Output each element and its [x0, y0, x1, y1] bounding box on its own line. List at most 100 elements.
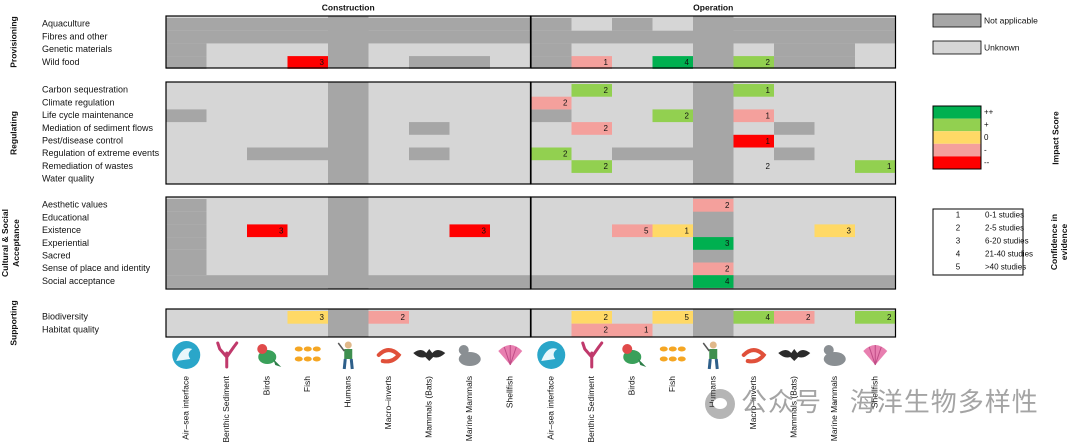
na-cell [652, 147, 693, 161]
na-cell [612, 147, 653, 161]
na-cell [490, 275, 531, 288]
na-cell [166, 18, 207, 31]
na-cell [612, 18, 653, 31]
evidence-label: 2 [604, 124, 609, 133]
evidence-label: 2 [766, 58, 771, 67]
group-frame [530, 81, 897, 185]
na-cell [166, 211, 207, 225]
na-cell [449, 30, 490, 44]
na-cell [733, 30, 774, 44]
wechat-icon [705, 388, 735, 419]
na-cell [206, 30, 247, 44]
shrimp-icon [376, 348, 402, 364]
score-cell [531, 96, 572, 110]
na-cell [368, 18, 409, 31]
score-cell [774, 311, 815, 324]
row-label: Existence [42, 225, 81, 235]
row-label: Educational [42, 212, 89, 222]
evidence-label: 2 [604, 162, 609, 171]
column-label: Air–sea interface [546, 376, 556, 440]
score-cell [693, 237, 734, 250]
wave-icon [537, 341, 566, 369]
na-cell [166, 249, 207, 263]
fish-icon [294, 346, 321, 362]
confidence-level: 5 [956, 263, 961, 272]
evidence-label: 1 [887, 162, 892, 171]
na-cell [166, 199, 207, 212]
score-cell [733, 84, 774, 97]
group-label: Supporting [8, 300, 18, 345]
impact-frame [932, 105, 982, 170]
phase-title-operation: Operation [693, 2, 733, 12]
na-cell [612, 30, 653, 44]
confidence-level: 4 [956, 250, 961, 259]
score-cell [652, 109, 693, 123]
na-cell [855, 275, 896, 288]
evidence-label: 4 [766, 313, 771, 322]
evidence-label: 3 [725, 239, 730, 248]
row-label: Biodiversity [42, 312, 89, 322]
evidence-label: 3 [279, 226, 284, 235]
na-cell [409, 18, 450, 31]
score-cell [571, 311, 612, 324]
score-cell [571, 160, 612, 173]
impact-title: Impact Score [1050, 111, 1060, 165]
na-cell [166, 30, 207, 44]
group-frame [530, 15, 897, 69]
score-cell [693, 275, 734, 288]
na-cell [490, 30, 531, 44]
row-label: Aesthetic values [42, 200, 108, 210]
na-cell [328, 18, 369, 31]
legend-swatch-na [932, 13, 982, 28]
na-cell [855, 30, 896, 44]
evidence-label: 1 [644, 326, 649, 335]
humans-na-block [328, 309, 369, 337]
na-cell [287, 30, 328, 44]
na-cell [571, 30, 612, 44]
na-cell [531, 56, 572, 69]
column-label: Birds [627, 376, 637, 395]
legend-label-na: Not applicable [984, 15, 1038, 25]
row-label: Sense of place and identity [42, 263, 151, 273]
coral-icon [216, 341, 239, 369]
legend-label-unknown: Unknown [984, 42, 1020, 52]
na-cell [774, 56, 815, 69]
score-cell [814, 224, 855, 238]
evidence-label: 4 [685, 58, 690, 67]
column-label: Humans [708, 376, 718, 408]
na-cell [449, 18, 490, 31]
score-cell [693, 199, 734, 212]
group-label: Regulating [8, 111, 18, 155]
evidence-label: 1 [685, 226, 690, 235]
score-cell [368, 311, 409, 324]
confidence-label: 6-20 studies [985, 237, 1029, 246]
human-icon [702, 341, 719, 370]
na-cell [166, 43, 207, 57]
column-label: Mammals (Bats) [789, 376, 799, 438]
row-label: Pest/disease control [42, 136, 123, 146]
group-frame [530, 308, 897, 338]
column-label: Benthic Sediment [221, 375, 231, 442]
evidence-label: 2 [806, 313, 811, 322]
score-cell [571, 323, 612, 337]
na-cell [247, 18, 288, 31]
impact-swatch [933, 143, 981, 157]
watermark-text: 公众号 · 海洋生物多样性 [741, 388, 1039, 418]
na-cell [166, 262, 207, 276]
evidence-label: 2 [725, 264, 730, 273]
column-label: Marine Mammals [464, 376, 474, 441]
impact-label: ++ [984, 108, 994, 117]
group-label: Provisioning [8, 16, 18, 67]
confidence-label: 0-1 studies [985, 211, 1024, 220]
score-cell [247, 224, 288, 238]
evidence-label: 2 [887, 313, 892, 322]
row-label: Experiential [42, 238, 89, 248]
evidence-label: 2 [725, 201, 730, 210]
na-cell [368, 275, 409, 288]
bird-icon [257, 344, 282, 367]
confidence-level: 2 [956, 224, 961, 233]
score-cell [652, 56, 693, 69]
na-cell [247, 275, 288, 288]
fish-icon [659, 346, 686, 362]
